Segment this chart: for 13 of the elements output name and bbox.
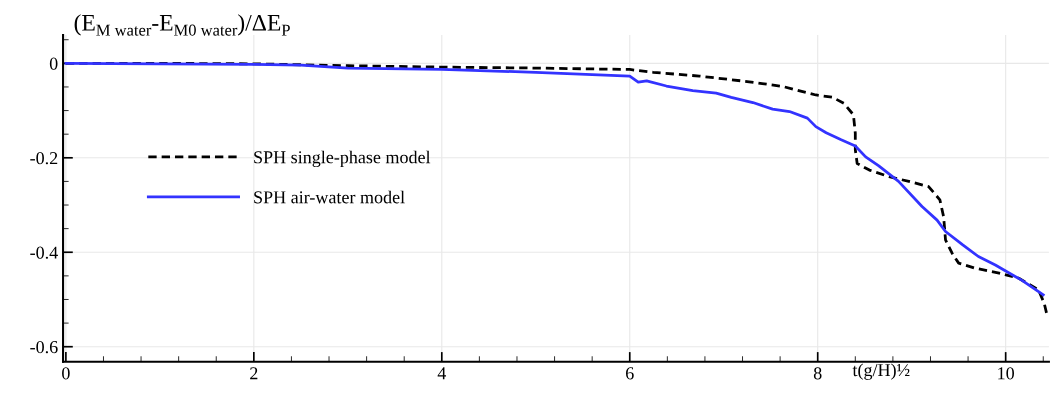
legend-label: SPH air-water model xyxy=(254,190,405,204)
x-tick-label: 0 xyxy=(62,367,70,380)
x-tick-label: 4 xyxy=(437,367,447,380)
y-tick-label: -0.4 xyxy=(30,246,58,259)
x-tick-label: 8 xyxy=(813,367,822,380)
x-tick-label: 10 xyxy=(998,367,1015,380)
y-tick-label: -0.6 xyxy=(30,340,58,354)
x-axis-title: t(g/H)½ xyxy=(852,363,910,380)
x-tick-label: 6 xyxy=(626,367,634,380)
x-tick-label: 2 xyxy=(250,367,258,380)
legend-label: SPH single-phase model xyxy=(254,150,431,168)
y-tick-label: -0.2 xyxy=(30,152,58,165)
y-tick-label: 0 xyxy=(49,57,58,70)
